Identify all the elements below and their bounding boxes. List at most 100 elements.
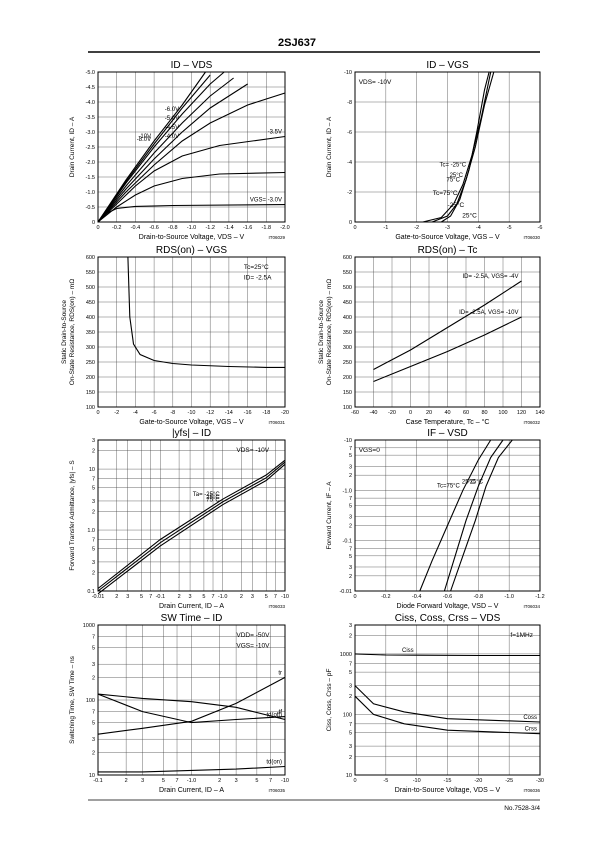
x-tick-label: 0 xyxy=(353,225,356,231)
x-tick-label: 5 xyxy=(202,594,205,600)
series-line xyxy=(450,439,513,592)
y-tick-label: 2 xyxy=(92,571,95,577)
y-tick-label: 5 xyxy=(349,503,352,509)
y-tick-label: 0 xyxy=(349,220,352,226)
y-tick-label: -1.0 xyxy=(86,190,95,196)
x-axis-label: Drain Current, ID – A xyxy=(159,787,224,794)
x-tick-label: -30 xyxy=(536,778,544,784)
series-line xyxy=(373,280,522,370)
y-axis-label: Switching Time, SW Time – ns xyxy=(69,655,76,744)
annotation: -25°C xyxy=(448,201,465,209)
y-tick-label: 7 xyxy=(92,477,95,483)
series-label: 25°C xyxy=(462,479,476,485)
y-tick-label: 2 xyxy=(349,634,352,640)
y-tick-label: 3 xyxy=(349,515,352,521)
x-tick-label: -18 xyxy=(262,410,270,416)
chart-code: IT06034 xyxy=(523,604,540,609)
y-tick-label: 150 xyxy=(86,390,95,396)
series-label: 75°C xyxy=(447,178,461,184)
y-tick-label: -2.0 xyxy=(86,160,95,166)
y-tick-label: 2 xyxy=(92,510,95,516)
y-tick-label: -10 xyxy=(344,438,352,444)
x-axis-label: Diode Forward Voltage, VSD – V xyxy=(397,603,499,610)
series-label: 75°C xyxy=(206,498,220,504)
y-axis-label: Drain Current, ID – A xyxy=(326,116,333,177)
chart-code: IT06032 xyxy=(523,420,540,425)
x-tick-label: -16 xyxy=(244,410,252,416)
y-tick-label: -0.5 xyxy=(86,205,95,211)
y-axis-label: Static Drain-to-Source xyxy=(61,300,68,364)
x-tick-label: -2 xyxy=(414,225,419,231)
y-tick-label: 2 xyxy=(349,473,352,479)
plot-frame xyxy=(97,256,286,408)
series-line xyxy=(97,676,286,735)
y-tick-label: 5 xyxy=(92,721,95,727)
series-line xyxy=(97,461,286,592)
annotation: VDD= -50V xyxy=(236,632,270,639)
x-tick-label: -4 xyxy=(476,225,481,231)
annotation: VGS= -10V xyxy=(236,643,270,650)
y-tick-label: 400 xyxy=(343,315,352,321)
chart-title: Ciss, Coss, Crss – VDS xyxy=(395,613,501,624)
series-label: td(on) xyxy=(266,759,282,765)
y-tick-label: -4 xyxy=(347,160,352,166)
y-axis-label: Ciss, Coss, Crss – pF xyxy=(326,669,333,732)
x-tick-label: -1 xyxy=(383,225,388,231)
series-label: Crss xyxy=(525,727,537,733)
y-tick-label: 450 xyxy=(343,300,352,306)
x-tick-label: -0.1 xyxy=(93,778,102,784)
x-tick-label: -14 xyxy=(225,410,233,416)
y-tick-label: 5 xyxy=(349,453,352,459)
series-line xyxy=(354,685,541,723)
y-tick-label: 2 xyxy=(92,750,95,756)
series-line xyxy=(431,71,495,223)
series-label: td(off) xyxy=(266,712,282,718)
y-tick-label: -2 xyxy=(347,190,352,196)
x-tick-label: 2 xyxy=(125,778,128,784)
x-tick-label: -0.4 xyxy=(131,225,140,231)
x-axis-label: Gate-to-Source Voltage, VGS – V xyxy=(395,234,500,241)
x-tick-label: 2 xyxy=(115,594,118,600)
x-tick-label: -1.0 xyxy=(187,778,196,784)
series-line xyxy=(97,693,286,724)
x-tick-label: -20 xyxy=(281,410,289,416)
chart-title: ID – VGS xyxy=(426,60,469,71)
y-tick-label: 7 xyxy=(349,661,352,667)
y-axis-label: Forward Current, IF – A xyxy=(326,481,333,550)
y-tick-label: -5.0 xyxy=(86,70,95,76)
x-tick-label: -2.0 xyxy=(280,225,289,231)
x-tick-label: -1.0 xyxy=(218,594,227,600)
annotation: VDS= -10V xyxy=(359,79,392,86)
x-tick-label: -2 xyxy=(114,410,119,416)
y-tick-label: 600 xyxy=(343,255,352,261)
x-tick-label: 5 xyxy=(162,778,165,784)
x-tick-label: 3 xyxy=(141,778,144,784)
y-tick-label: 0 xyxy=(92,220,95,226)
x-tick-label: -0.01 xyxy=(92,594,105,600)
x-tick-label: 0 xyxy=(353,778,356,784)
x-tick-label: 40 xyxy=(444,410,450,416)
series-line xyxy=(97,171,286,223)
footer-text: No.7528-3/4 xyxy=(504,805,540,812)
series-line xyxy=(127,256,285,368)
y-tick-label: 7 xyxy=(92,537,95,543)
y-tick-label: 150 xyxy=(343,390,352,396)
x-tick-label: -6 xyxy=(152,410,157,416)
plot-frame xyxy=(354,439,541,592)
x-tick-label: 2 xyxy=(178,594,181,600)
x-tick-label: 3 xyxy=(235,778,238,784)
x-tick-label: -40 xyxy=(370,410,378,416)
series-label: -8.0V xyxy=(137,137,151,143)
series-line xyxy=(419,439,492,592)
series-line xyxy=(97,83,248,223)
x-tick-label: -1.0 xyxy=(504,594,513,600)
y-tick-label: 3 xyxy=(92,438,95,444)
series-line xyxy=(97,459,286,589)
series-label: 25°C xyxy=(206,495,220,501)
x-tick-label: -25 xyxy=(505,778,513,784)
x-tick-label: -4 xyxy=(133,410,138,416)
y-tick-label: 1000 xyxy=(83,623,95,629)
series-line xyxy=(97,135,286,223)
y-tick-label: 300 xyxy=(86,345,95,351)
chart-title: RDS(on) – Tc xyxy=(418,245,478,256)
